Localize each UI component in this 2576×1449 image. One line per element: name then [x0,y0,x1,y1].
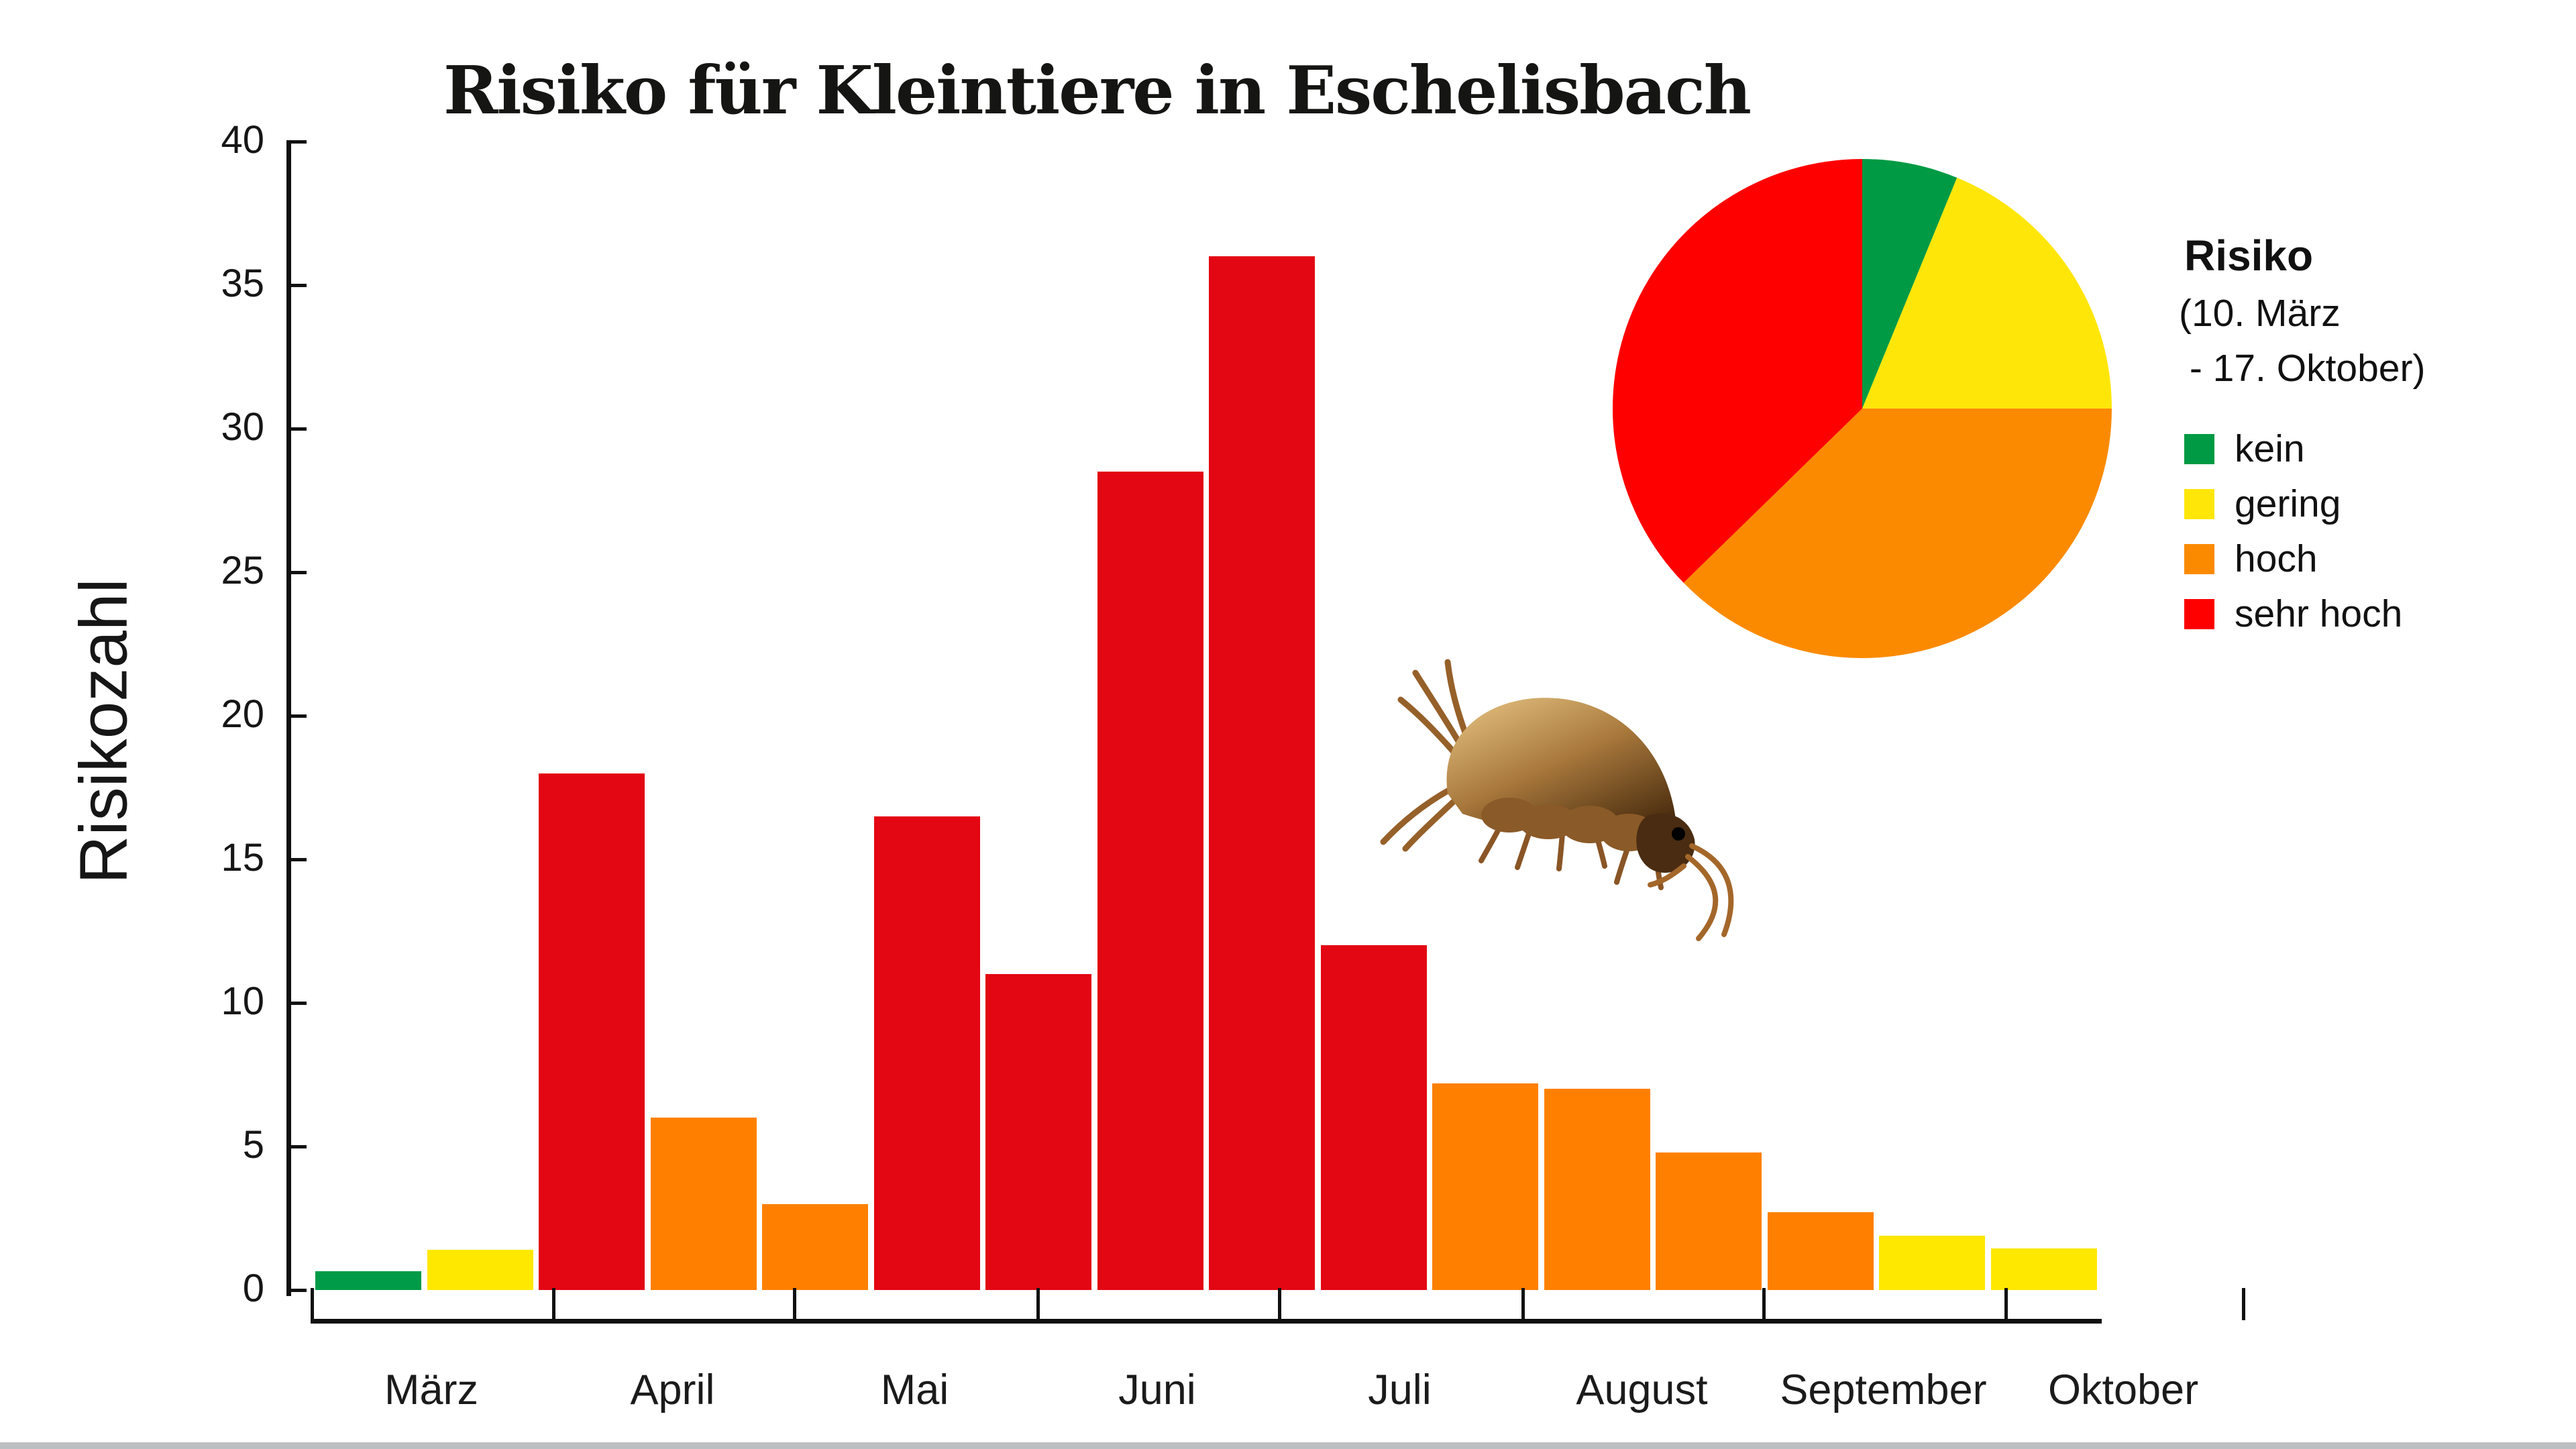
x-axis-tick [311,1288,314,1320]
month-label-oktober: Oktober [2047,1366,2199,1413]
x-axis-tick [552,1288,555,1320]
legend-subtitle-line1: (10. März [2179,292,2341,335]
x-axis-tick [1521,1288,1525,1320]
y-axis-title: Risikozahl [66,578,142,884]
bar-hoch [1656,1152,1762,1290]
gering-color-swatch [2184,488,2214,519]
x-axis-tick [1036,1288,1040,1320]
bar-hoch [1432,1083,1538,1290]
hoch-color-swatch [2184,543,2214,574]
legend-item-label: gering [2235,482,2341,525]
y-axis-tick [286,140,307,144]
bar-gering [1879,1236,1985,1290]
legend-item-label: sehr hoch [2235,592,2403,635]
legend-subtitle-line2: - 17. Oktober) [2179,347,2426,390]
sehr-hoch-color-swatch [2184,598,2214,629]
legend-item: gering [2184,476,2402,531]
pie-slice-gering [1862,177,2112,409]
month-label-april: April [630,1366,715,1413]
y-tick-label: 10 [221,979,264,1023]
month-label-august: August [1576,1366,1708,1413]
bar-gering [1991,1248,2097,1290]
bar-sehr-hoch [1209,256,1315,1290]
bottom-border [0,1442,2576,1449]
month-label-september: September [1780,1366,1987,1413]
bar-sehr-hoch [874,816,980,1290]
pie-chart [1613,159,2112,658]
month-label-juni: Juni [1118,1366,1196,1413]
y-axis-tick [286,284,307,287]
legend-item-label: hoch [2235,537,2318,580]
x-axis-tick [2242,1288,2245,1320]
y-axis-line [286,140,291,1296]
pie-slice-hoch [1683,409,2112,658]
month-label-märz: März [384,1366,478,1413]
y-axis-tick [286,1289,307,1292]
bar-hoch [651,1118,757,1290]
chart-title: Risiko für Kleintiere in Eschelisbach [443,52,1752,129]
y-tick-label: 40 [221,118,264,162]
bar-hoch [1544,1089,1650,1290]
legend-item: sehr hoch [2184,586,2402,641]
month-label-juli: Juli [1368,1366,1432,1413]
pie-slice-sehr-hoch [1613,159,1862,583]
bar-gering [427,1250,533,1290]
y-axis-tick [286,427,307,431]
y-axis-tick [286,858,307,861]
kein-color-swatch [2184,433,2214,464]
month-label-mai: Mai [880,1366,949,1413]
y-tick-label: 25 [221,549,264,592]
y-axis-tick [286,571,307,574]
y-tick-label: 30 [221,405,264,449]
y-tick-label: 5 [242,1123,264,1167]
y-tick-label: 20 [221,692,264,736]
bar-sehr-hoch [985,974,1091,1290]
bar-sehr-hoch [539,773,645,1290]
x-axis-tick [2004,1288,2008,1320]
x-axis-line [311,1319,2102,1324]
y-tick-label: 0 [242,1267,264,1310]
legend-items: kein gering hoch sehr hoch [2184,421,2402,641]
legend-title: Risiko [2184,231,2314,280]
pie-slice-kein [1862,159,1957,409]
y-axis-tick [286,714,307,718]
bar-sehr-hoch [1321,945,1427,1290]
bar-kein [315,1271,421,1290]
y-tick-label: 15 [221,836,264,879]
bar-sehr-hoch [1097,472,1203,1290]
x-axis-tick [1278,1288,1281,1320]
legend-item: kein [2184,421,2402,476]
bar-hoch [762,1204,868,1290]
x-axis-tick [1762,1288,1766,1320]
y-axis-tick [286,1002,307,1005]
legend-item: hoch [2184,531,2402,586]
legend-item-label: kein [2235,427,2305,470]
bar-hoch [1768,1212,1874,1290]
y-tick-label: 35 [221,262,264,305]
y-axis-tick [286,1145,307,1148]
x-axis-tick [793,1288,796,1320]
amphipod-illustration [1380,659,1734,941]
